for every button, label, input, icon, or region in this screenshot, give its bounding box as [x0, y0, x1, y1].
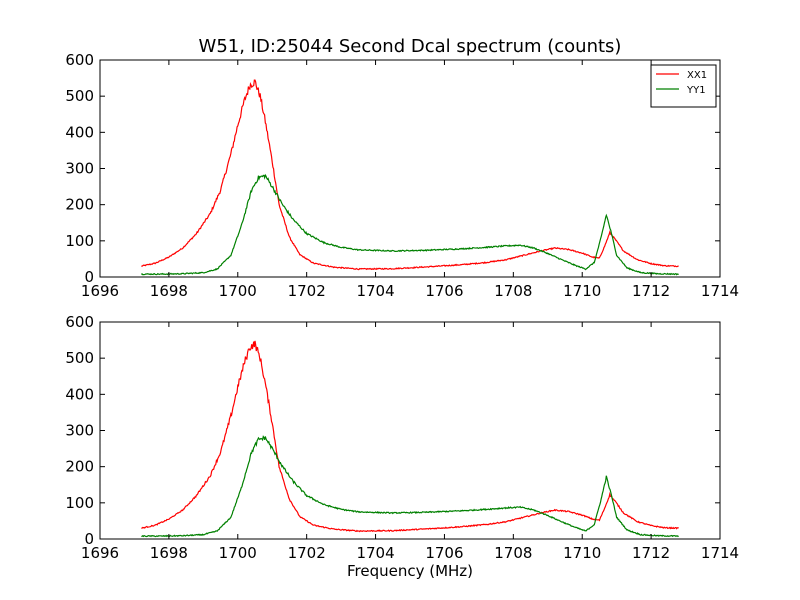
x-tick-label: 1710: [563, 282, 601, 300]
y-tick-label: 100: [65, 232, 94, 250]
legend-label-yy1: YY1: [686, 85, 706, 96]
y-tick-label: 300: [65, 422, 94, 440]
x-tick-label: 1714: [701, 544, 739, 562]
x-axis-label: Frequency (MHz): [347, 562, 473, 580]
x-tick-label: 1702: [288, 282, 326, 300]
x-tick-label: 1704: [356, 544, 394, 562]
chart-panel-1: 1696 1698 1700 1702 1704 1706 1708 1710 1712 1714…: [65, 51, 739, 300]
y-tick-label: 200: [65, 458, 94, 476]
chart-panel-2: 1696 1698 1700 1702 1704 1706 1708 1710 1712 1714…: [65, 313, 739, 562]
y-tick-label: 0: [84, 530, 94, 548]
x-tick-label: 1708: [494, 544, 532, 562]
chart-panels: 1696 1698 1700 1702 1704 1706 1708 1710 1712 1714…: [65, 51, 739, 562]
y-tick-label: 600: [65, 313, 94, 331]
legend-label-xx1: XX1: [687, 70, 707, 81]
x-tick-label: 1700: [219, 282, 257, 300]
figure-title: W51, ID:25044 Second Dcal spectrum (coun…: [199, 36, 622, 57]
y-tick-label: 400: [65, 123, 94, 141]
y-tick-label: 200: [65, 196, 94, 214]
y-tick-label: 400: [65, 385, 94, 403]
x-tick-label: 1712: [632, 544, 670, 562]
x-tick-label: 1704: [356, 282, 394, 300]
x-tick-label: 1698: [150, 544, 188, 562]
y-tick-label: 100: [65, 494, 94, 512]
x-tick-label: 1712: [632, 282, 670, 300]
y-tick-label: 300: [65, 160, 94, 178]
legend-box: [650, 64, 717, 108]
x-tick-label: 1714: [701, 282, 739, 300]
series-line-xx1: [141, 79, 679, 271]
y-tick-label: 600: [65, 51, 94, 69]
x-tick-label: 1710: [563, 544, 601, 562]
x-tick-label: 1698: [150, 282, 188, 300]
y-tick-label: 500: [65, 349, 94, 367]
x-tick-label: 1696: [81, 282, 119, 300]
x-tick-label: 1700: [219, 544, 257, 562]
x-tick-label: 1702: [288, 544, 326, 562]
x-tick-label: 1706: [425, 282, 463, 300]
series-line-series-2: [141, 435, 679, 538]
x-tick-label: 1706: [425, 544, 463, 562]
x-tick-label: 1708: [494, 282, 532, 300]
y-tick-label: 0: [84, 268, 94, 286]
x-tick-label: 1696: [81, 544, 119, 562]
series-line-yy1: [140, 173, 679, 276]
y-tick-label: 500: [65, 87, 94, 105]
series-line-series-1: [141, 340, 679, 533]
